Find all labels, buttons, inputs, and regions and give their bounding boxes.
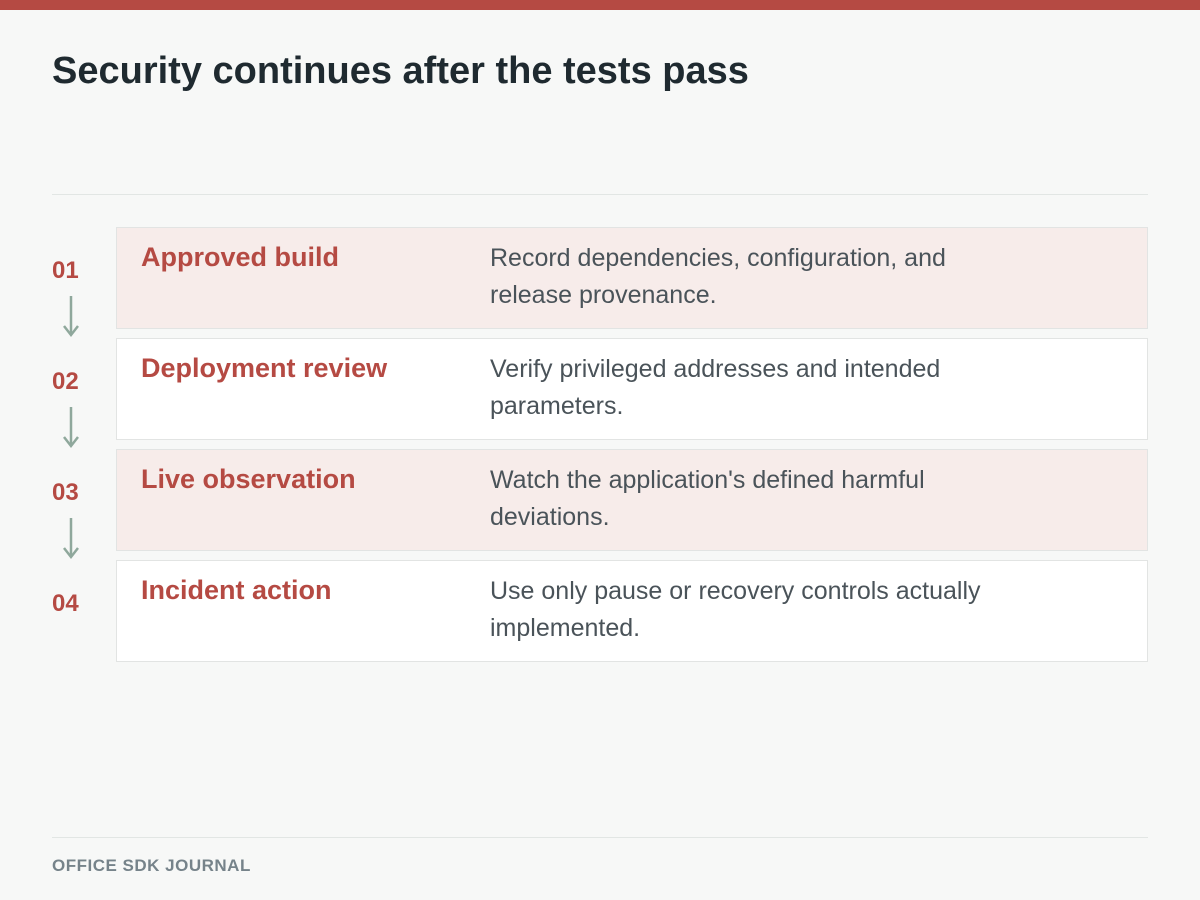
down-arrow-icon bbox=[63, 296, 79, 338]
step-card: Incident action Use only pause or recove… bbox=[116, 560, 1148, 662]
step-card: Deployment review Verify privileged addr… bbox=[116, 338, 1148, 440]
bottom-divider bbox=[52, 837, 1148, 838]
top-divider bbox=[52, 194, 1148, 195]
step-title: Incident action bbox=[141, 575, 332, 605]
step-card: Approved build Record dependencies, conf… bbox=[116, 227, 1148, 329]
step-card: Live observation Watch the application's… bbox=[116, 449, 1148, 551]
down-arrow-icon bbox=[63, 407, 79, 449]
step-title: Live observation bbox=[141, 464, 356, 494]
step-description: Use only pause or recovery controls actu… bbox=[490, 577, 981, 642]
step-title: Deployment review bbox=[141, 353, 388, 383]
step-description: Record dependencies, configuration, and … bbox=[490, 244, 946, 309]
step-description: Watch the application's defined harmful … bbox=[490, 466, 925, 531]
step-number: 01 bbox=[52, 257, 79, 284]
step-title: Approved build bbox=[141, 242, 339, 272]
step-number: 04 bbox=[52, 590, 79, 617]
top-accent-bar bbox=[0, 0, 1200, 10]
page-title: Security continues after the tests pass bbox=[52, 50, 749, 92]
step-number: 02 bbox=[52, 368, 79, 395]
step-number: 03 bbox=[52, 479, 79, 506]
footer-brand: OFFICE SDK JOURNAL bbox=[52, 856, 251, 875]
down-arrow-icon bbox=[63, 518, 79, 560]
step-description: Verify privileged addresses and intended… bbox=[490, 355, 941, 420]
